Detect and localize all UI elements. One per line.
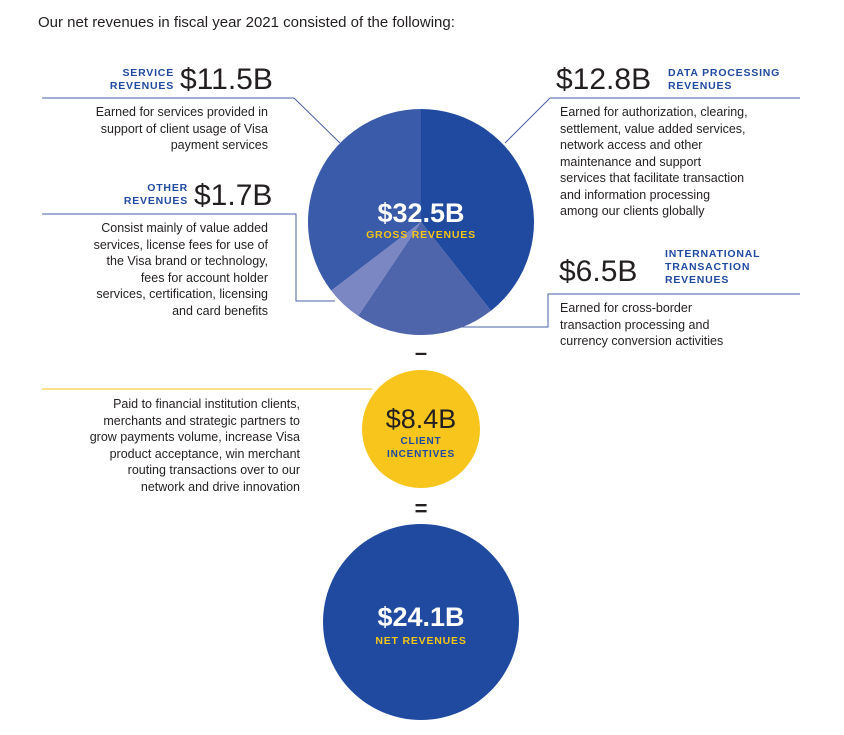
other-revenues-label: OTHER REVENUES xyxy=(123,182,188,207)
service-revenues-amount: $11.5B xyxy=(180,63,273,96)
net-revenues-value: $24.1B xyxy=(377,602,465,632)
leader-line-data-processing xyxy=(504,97,800,144)
intro-text: Our net revenues in fiscal year 2021 con… xyxy=(38,14,455,31)
pie-slice-other-revenues xyxy=(331,222,421,316)
service-revenues-description: Earned for services provided in support … xyxy=(95,105,268,152)
international-label: INTERNATIONAL TRANSACTION REVENUES xyxy=(665,248,761,286)
pie-slice-international-transaction-revenues xyxy=(358,222,491,335)
pie-slice-data-processing-revenues xyxy=(421,109,534,311)
international-amount: $6.5B xyxy=(559,255,638,288)
data-processing-description: Earned for authorization, clearing, sett… xyxy=(560,105,748,218)
equals-operator: = xyxy=(414,496,428,521)
net-revenues-center: $24.1B NET REVENUES xyxy=(340,602,502,647)
minus-operator: – xyxy=(414,340,428,365)
gross-revenues-center: $32.5B GROSS REVENUES xyxy=(340,198,502,241)
leader-line-international xyxy=(460,293,800,328)
data-processing-label: DATA PROCESSING REVENUES xyxy=(668,67,781,92)
leader-line-other xyxy=(42,213,335,302)
service-revenues-label: SERVICE REVENUES xyxy=(109,67,174,92)
pie-slice-service-revenues xyxy=(308,109,421,291)
client-incentives-circle xyxy=(362,370,480,488)
other-revenues-description: Consist mainly of value added services, … xyxy=(93,221,268,318)
gross-revenue-pie xyxy=(308,109,534,335)
client-incentives-center: $8.4B CLIENT INCENTIVES xyxy=(362,404,480,461)
client-incentives-label: CLIENT INCENTIVES xyxy=(386,436,455,460)
leader-line-service xyxy=(42,97,341,144)
international-description: Earned for cross-border transaction proc… xyxy=(560,301,724,348)
data-processing-amount: $12.8B xyxy=(556,63,652,96)
other-revenues-amount: $1.7B xyxy=(194,179,273,212)
gross-revenues-label: GROSS REVENUES xyxy=(366,229,476,241)
client-incentives-description: Paid to financial institution clients, m… xyxy=(89,397,300,494)
net-revenues-label: NET REVENUES xyxy=(375,635,467,647)
net-revenues-circle xyxy=(323,524,519,720)
gross-revenues-value: $32.5B xyxy=(377,198,465,228)
client-incentives-value: $8.4B xyxy=(385,404,457,434)
